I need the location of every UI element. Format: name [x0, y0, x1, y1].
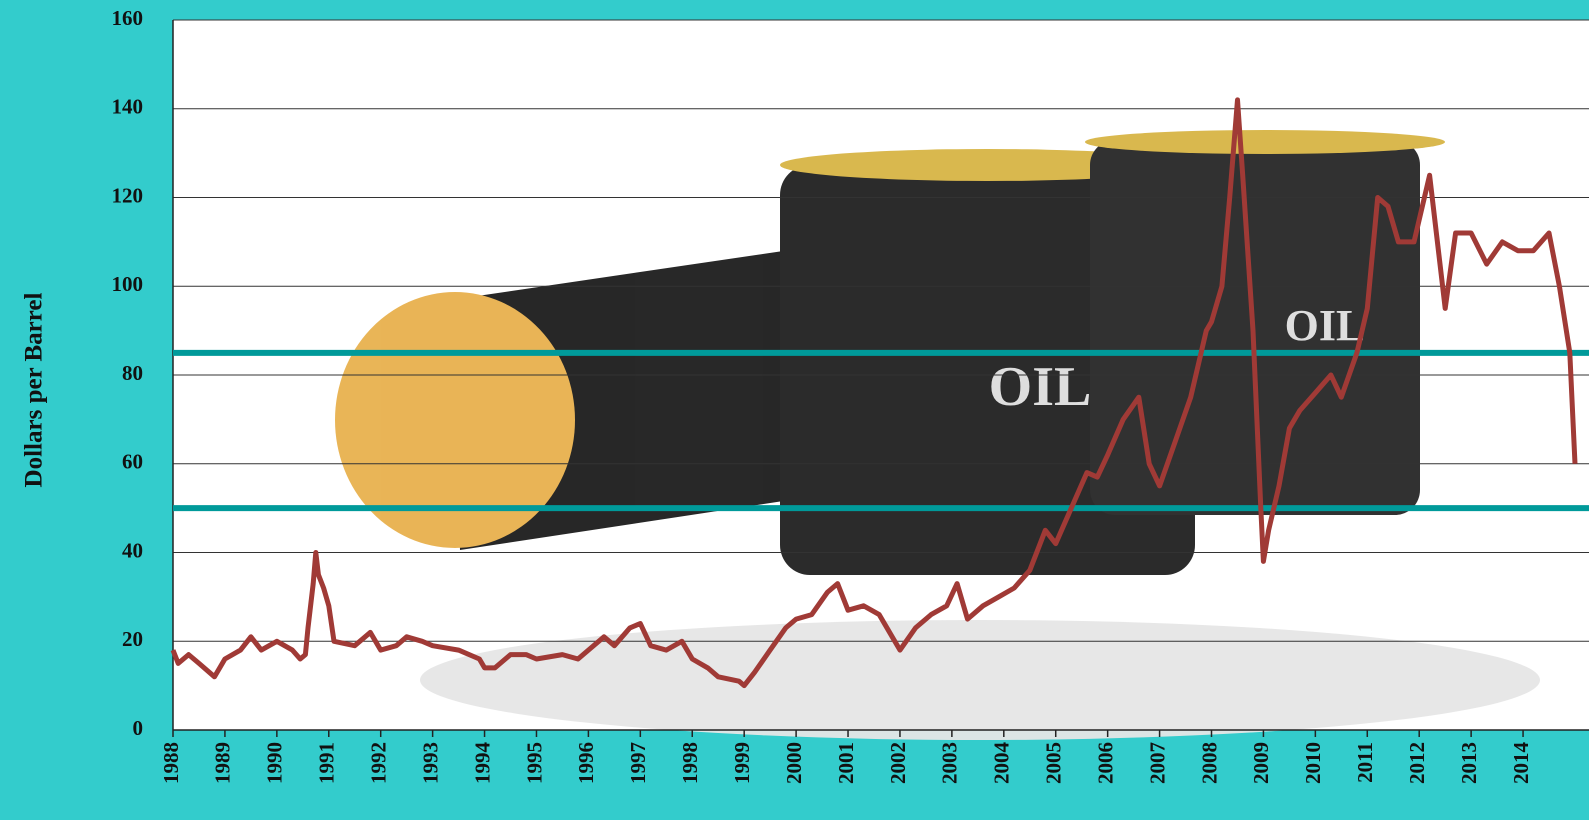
- y-tick-label: 20: [122, 627, 143, 651]
- x-tick-label: 2013: [1457, 742, 1481, 784]
- x-tick-label: 2009: [1249, 742, 1273, 784]
- x-tick-label: 2012: [1405, 742, 1429, 784]
- x-tick-label: 1990: [263, 742, 287, 784]
- barrel-label: OIL: [1285, 301, 1366, 350]
- y-tick-label: 160: [112, 6, 144, 30]
- x-tick-label: 1996: [574, 742, 598, 784]
- x-tick-label: 2007: [1145, 742, 1169, 784]
- y-tick-label: 40: [122, 538, 143, 562]
- x-tick-label: 1991: [315, 742, 339, 784]
- x-tick-label: 2011: [1353, 742, 1377, 783]
- x-tick-label: 1992: [367, 742, 391, 784]
- x-tick-label: 1997: [626, 742, 650, 784]
- x-tick-label: 2004: [990, 742, 1014, 785]
- x-tick-label: 1995: [522, 742, 546, 784]
- x-tick-label: 2008: [1197, 742, 1221, 784]
- y-tick-label: 80: [122, 361, 143, 385]
- x-tick-label: 2002: [886, 742, 910, 784]
- x-tick-label: 2010: [1301, 742, 1325, 784]
- x-tick-label: 2001: [834, 742, 858, 784]
- y-tick-label: 0: [133, 716, 144, 740]
- x-tick-label: 2014: [1509, 742, 1533, 785]
- barrel-label: OIL: [989, 356, 1092, 418]
- x-tick-label: 1994: [470, 742, 494, 785]
- x-tick-label: 1988: [159, 742, 183, 784]
- y-tick-label: 100: [112, 272, 144, 296]
- shadow: [420, 620, 1540, 740]
- price-line: [170, 97, 1578, 689]
- x-tick-label: 2000: [782, 742, 806, 784]
- x-tick-label: 2006: [1093, 742, 1117, 784]
- y-tick-label: 120: [112, 183, 144, 207]
- x-tick-label: 2003: [938, 742, 962, 784]
- x-tick-label: 2005: [1042, 742, 1066, 784]
- y-tick-label: 140: [112, 95, 144, 119]
- barrel-top: [1085, 130, 1445, 154]
- x-tick-label: 1998: [678, 742, 702, 784]
- plot: [170, 97, 1589, 689]
- x-tick-label: 1999: [730, 742, 754, 784]
- y-tick-label: 60: [122, 450, 143, 474]
- barrel-lid: [335, 292, 575, 548]
- x-tick-label: 1989: [211, 742, 235, 784]
- y-axis-label: Dollars per Barrel: [21, 293, 48, 488]
- grid: [172, 19, 1589, 737]
- x-tick-label: 1993: [418, 742, 442, 784]
